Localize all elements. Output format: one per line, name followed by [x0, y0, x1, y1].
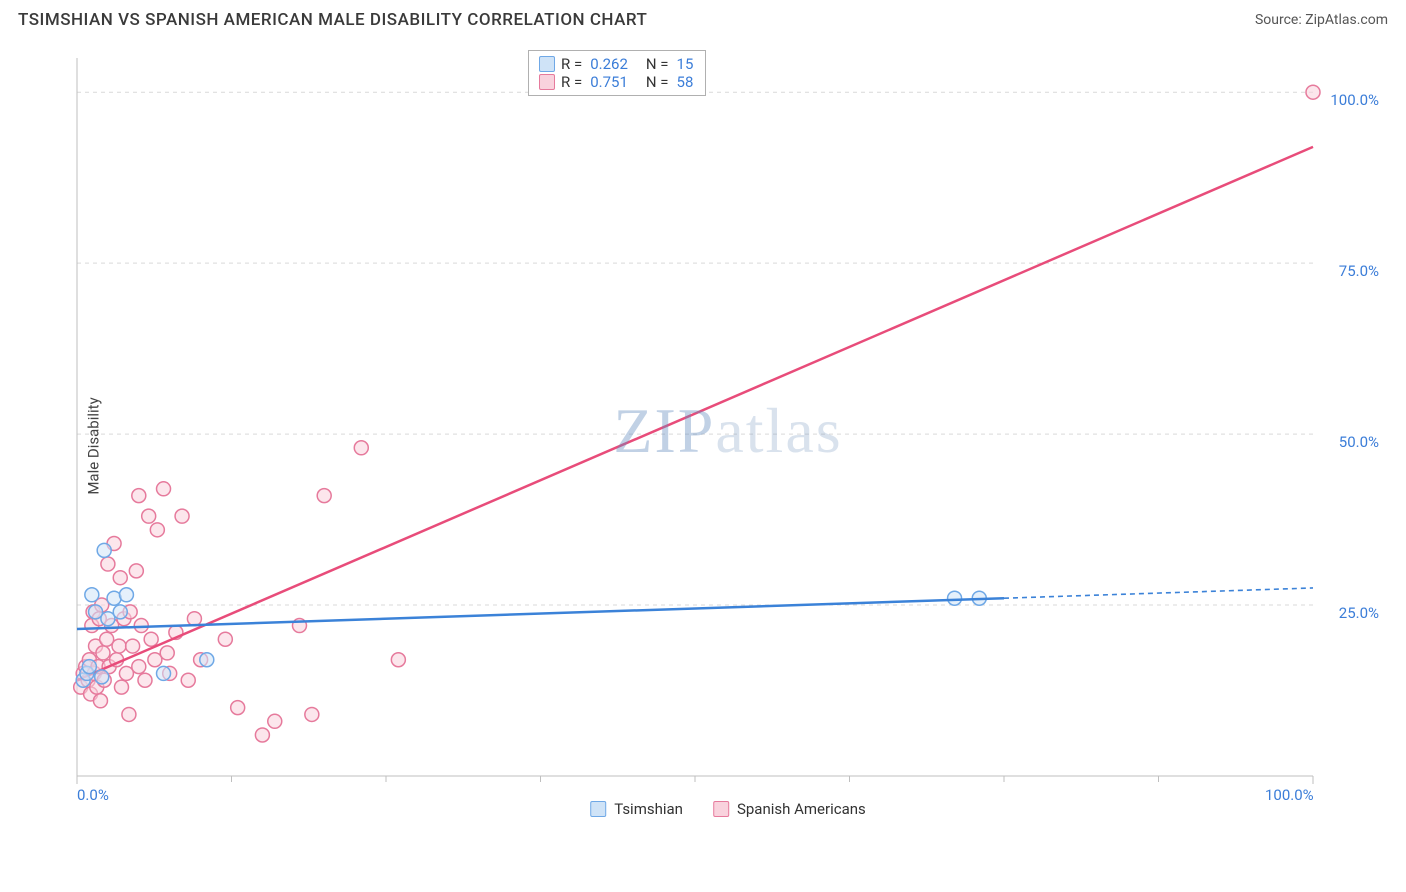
plot-area: ZIPatlas R =0.262N =15R =0.751N =58 Tsim… — [73, 46, 1383, 816]
chart-container: Male Disability ZIPatlas R =0.262N =15R … — [45, 46, 1390, 846]
y-tick-label: 75.0% — [1339, 262, 1379, 280]
chart-source: Source: ZipAtlas.com — [1255, 12, 1388, 28]
r-value: 0.262 — [590, 55, 628, 73]
y-tick-label: 100.0% — [1330, 91, 1379, 109]
r-label: R = — [561, 55, 582, 73]
source-prefix: Source: — [1255, 12, 1305, 28]
y-tick-label: 50.0% — [1339, 433, 1379, 451]
legend-swatch — [539, 74, 555, 90]
chart-header: TSIMSHIAN VS SPANISH AMERICAN MALE DISAB… — [0, 0, 1406, 36]
legend-item: Spanish Americans — [713, 800, 866, 818]
stats-legend-row: R = 0.262 N = 15 — [539, 55, 695, 73]
legend-swatch — [539, 56, 555, 72]
legend-swatch — [713, 801, 729, 817]
chart-svg — [73, 46, 1383, 816]
y-tick-label: 25.0% — [1339, 604, 1379, 622]
legend-item: Tsimshian — [590, 800, 683, 818]
legend-label: Tsimshian — [614, 800, 683, 818]
r-value: 0.751 — [590, 73, 628, 91]
stats-legend-row: R = 0.751 N = 58 — [539, 73, 695, 91]
x-tick-label: 0.0% — [77, 786, 109, 804]
stats-legend: R = 0.262 N = 15 R = 0.751 N = 58 — [528, 50, 706, 96]
source-name: ZipAtlas.com — [1305, 12, 1388, 28]
chart-title: TSIMSHIAN VS SPANISH AMERICAN MALE DISAB… — [18, 10, 647, 30]
n-value: 15 — [677, 55, 694, 73]
n-label: N = — [646, 55, 669, 73]
series-legend: Tsimshian Spanish Americans — [590, 800, 866, 818]
legend-swatch — [590, 801, 606, 817]
r-label: R = — [561, 73, 582, 91]
x-tick-label: 100.0% — [1265, 786, 1314, 804]
n-label: N = — [646, 73, 669, 91]
legend-label: Spanish Americans — [737, 800, 866, 818]
n-value: 58 — [677, 73, 694, 91]
